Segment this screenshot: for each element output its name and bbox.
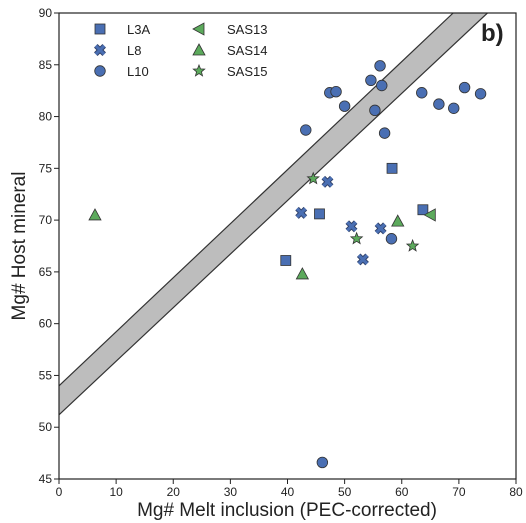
point-l10 (385, 233, 398, 245)
point-l8 (295, 206, 308, 219)
legend-marker-l8 (94, 44, 106, 56)
y-axis-label: Mg# Host mineral (9, 172, 30, 321)
band-upper-line (59, 13, 454, 387)
legend-marker-sas13 (192, 22, 205, 36)
point-l3a (314, 208, 325, 220)
point-sas14 (391, 214, 405, 227)
legend-marker-sas14 (192, 43, 206, 56)
y-tick-label: 60 (39, 317, 53, 331)
point-sas15 (306, 171, 320, 185)
y-tick-label: 70 (39, 213, 53, 227)
y-tick-label: 85 (39, 58, 53, 72)
legend-label-l10: L10 (127, 64, 149, 79)
y-tick-label: 75 (39, 161, 53, 175)
y-tick-label: 55 (39, 368, 53, 382)
point-sas15 (405, 238, 420, 252)
point-l10 (338, 100, 351, 112)
point-l10 (416, 87, 428, 99)
x-tick-label: 80 (509, 485, 523, 499)
legend-label-l3a: L3A (127, 22, 150, 37)
legend: L3A L8 L10 SAS13 SAS14 SAS15 (94, 22, 267, 79)
x-tick-label: 40 (281, 485, 295, 499)
point-l10 (300, 124, 312, 136)
axis-ticks: 0 10 20 30 40 50 60 70 80 45 50 55 60 65 70 75 80 85 90 (39, 6, 523, 499)
point-l10 (458, 81, 471, 94)
y-tick-label: 65 (39, 265, 53, 279)
y-tick-label: 80 (39, 110, 53, 124)
point-sas14 (295, 267, 310, 280)
x-tick-label: 10 (109, 485, 123, 499)
point-l10 (374, 60, 386, 72)
x-axis-label: Mg# Melt inclusion (PEC-corrected) (137, 500, 437, 521)
legend-label-sas15: SAS15 (227, 64, 267, 79)
point-l10 (448, 102, 460, 114)
legend-marker-l10 (94, 65, 106, 77)
point-l10 (433, 98, 445, 110)
x-tick-label: 50 (338, 485, 352, 499)
point-sas15 (349, 231, 364, 245)
point-l10 (378, 127, 391, 139)
point-l10 (376, 79, 388, 92)
plot-frame (58, 12, 517, 480)
point-sas14 (88, 208, 102, 221)
point-l8 (356, 253, 369, 266)
y-tick-label: 90 (39, 6, 53, 20)
point-l3a (386, 162, 398, 174)
x-tick-label: 60 (395, 485, 409, 499)
y-tick-label: 45 (39, 472, 53, 486)
equilibrium-band (59, 13, 488, 416)
legend-label-l8: L8 (127, 43, 141, 58)
point-l10 (474, 88, 487, 100)
point-sas13 (423, 208, 436, 222)
x-tick-label: 70 (452, 485, 466, 499)
legend-marker-l3a (94, 23, 106, 35)
point-l10 (365, 74, 377, 87)
legend-marker-sas15 (192, 63, 206, 77)
point-l8 (345, 220, 358, 233)
band-lower-line (59, 13, 488, 416)
data-points (88, 60, 487, 469)
legend-label-sas14: SAS14 (227, 43, 267, 58)
x-tick-label: 0 (56, 485, 63, 499)
x-tick-label: 20 (167, 485, 181, 499)
point-l10 (316, 456, 329, 469)
point-l8 (374, 222, 387, 235)
point-l8 (321, 175, 334, 188)
x-tick-label: 30 (224, 485, 238, 499)
y-tick-label: 50 (39, 420, 53, 434)
point-l3a (417, 204, 429, 216)
point-l3a (280, 255, 292, 266)
panel-label: b) (481, 20, 504, 47)
legend-label-sas13: SAS13 (227, 22, 267, 37)
point-l10 (369, 104, 381, 117)
point-l10 (330, 86, 342, 98)
